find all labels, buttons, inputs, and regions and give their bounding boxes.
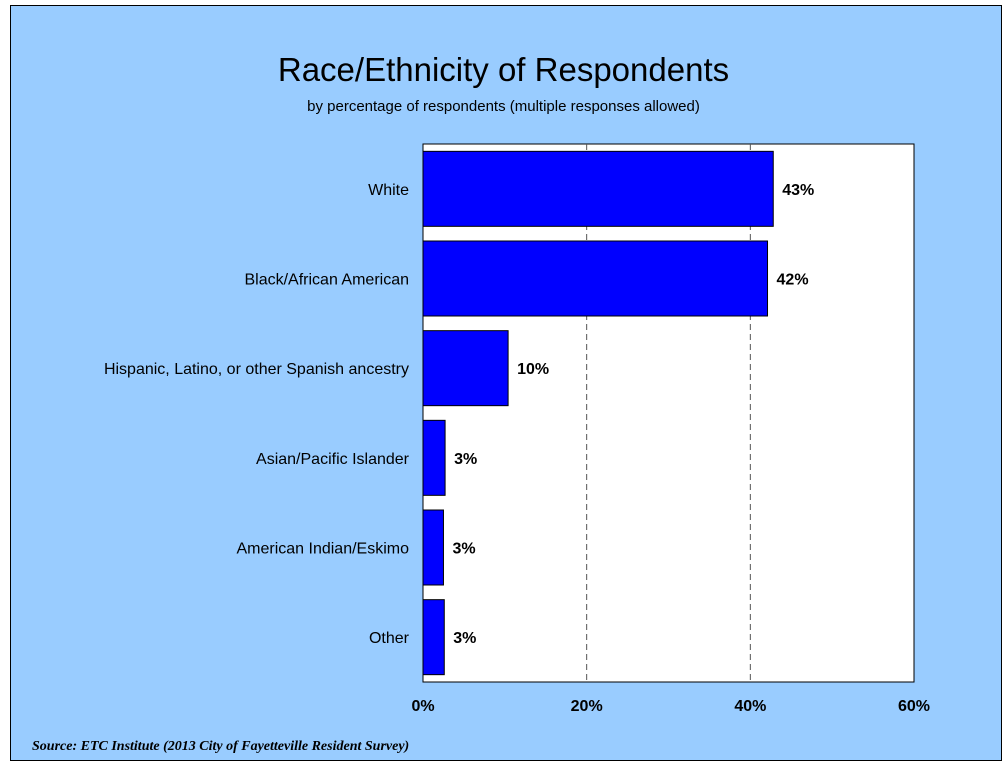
data-label: 10%: [517, 361, 549, 378]
plot-area: [422, 143, 915, 683]
category-label: Asian/Pacific Islander: [256, 451, 410, 468]
category-label: Other: [369, 630, 410, 647]
category-label: White: [368, 182, 409, 199]
data-label: 3%: [454, 451, 477, 468]
x-tick-label: 0%: [411, 698, 434, 715]
data-label: 42%: [777, 272, 809, 289]
data-labels: 43% 42% 10% 3% 3% 3%: [452, 182, 814, 647]
data-label: 3%: [453, 630, 476, 647]
bar: [422, 330, 509, 407]
category-label: American Indian/Eskimo: [236, 541, 409, 558]
x-tick-label: 60%: [898, 698, 930, 715]
bars: [422, 150, 774, 676]
bar: [422, 599, 445, 676]
category-label: Black/African American: [244, 272, 409, 289]
chart-subtitle: by percentage of respondents (multiple r…: [307, 98, 700, 115]
bar: [422, 419, 446, 496]
x-tick-label: 20%: [571, 698, 603, 715]
chart-title: Race/Ethnicity of Respondents: [277, 51, 730, 88]
bar: [422, 150, 774, 227]
x-tick-label: 40%: [734, 698, 766, 715]
data-label: 43%: [782, 182, 814, 199]
data-label: 3%: [452, 541, 475, 558]
category-label: Hispanic, Latino, or other Spanish ances…: [104, 361, 409, 378]
category-labels: White Black/African American Hispanic, Lat…: [104, 182, 410, 647]
bar: [422, 240, 769, 317]
source-note: Source: ETC Institute (2013 City of Faye…: [32, 739, 410, 754]
bar: [422, 509, 444, 586]
x-axis-tick-labels: 0% 20% 40% 60%: [411, 698, 930, 715]
